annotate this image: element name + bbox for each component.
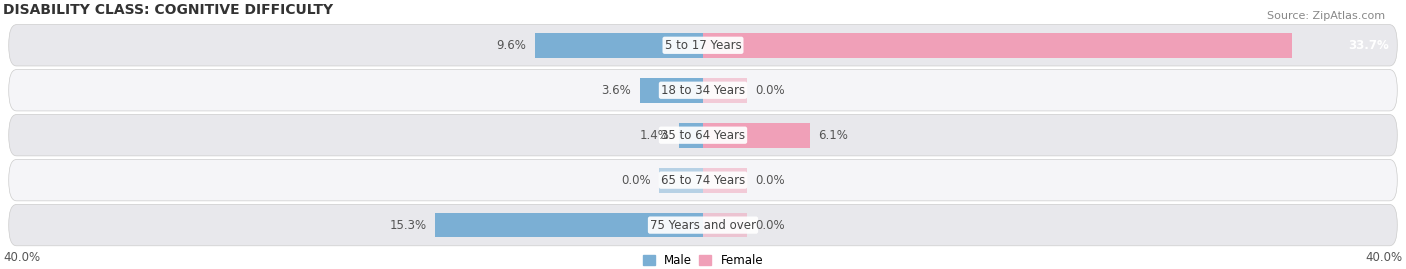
Bar (703, 78, 747, 102)
Text: 40.0%: 40.0% (1365, 251, 1403, 264)
Text: DISABILITY CLASS: COGNITIVE DIFFICULTY: DISABILITY CLASS: COGNITIVE DIFFICULTY (3, 3, 333, 17)
Text: 33.7%: 33.7% (1348, 39, 1389, 52)
FancyBboxPatch shape (8, 204, 1398, 246)
Text: 1.4%: 1.4% (640, 129, 669, 142)
Bar (703, 123, 810, 148)
FancyBboxPatch shape (8, 115, 1398, 156)
Legend: Male, Female: Male, Female (643, 254, 763, 267)
Text: 35 to 64 Years: 35 to 64 Years (661, 129, 745, 142)
Text: 0.0%: 0.0% (755, 219, 785, 232)
Text: 75 Years and over: 75 Years and over (650, 219, 756, 232)
Text: 9.6%: 9.6% (496, 39, 526, 52)
Bar (436, 213, 703, 238)
Text: 3.6%: 3.6% (602, 84, 631, 97)
Bar (640, 78, 703, 102)
Text: Source: ZipAtlas.com: Source: ZipAtlas.com (1267, 11, 1385, 21)
Text: 0.0%: 0.0% (621, 174, 651, 187)
Bar (703, 168, 747, 193)
Bar (703, 33, 1292, 58)
FancyBboxPatch shape (8, 24, 1398, 66)
Text: 40.0%: 40.0% (3, 251, 41, 264)
Bar (703, 213, 747, 238)
Text: 65 to 74 Years: 65 to 74 Years (661, 174, 745, 187)
Text: 15.3%: 15.3% (389, 219, 426, 232)
Text: 0.0%: 0.0% (755, 84, 785, 97)
FancyBboxPatch shape (8, 160, 1398, 201)
Text: 0.0%: 0.0% (755, 174, 785, 187)
Bar (536, 33, 703, 58)
Bar (679, 123, 703, 148)
Text: 5 to 17 Years: 5 to 17 Years (665, 39, 741, 52)
FancyBboxPatch shape (8, 70, 1398, 111)
Bar (659, 168, 703, 193)
Text: 6.1%: 6.1% (818, 129, 848, 142)
Text: 18 to 34 Years: 18 to 34 Years (661, 84, 745, 97)
